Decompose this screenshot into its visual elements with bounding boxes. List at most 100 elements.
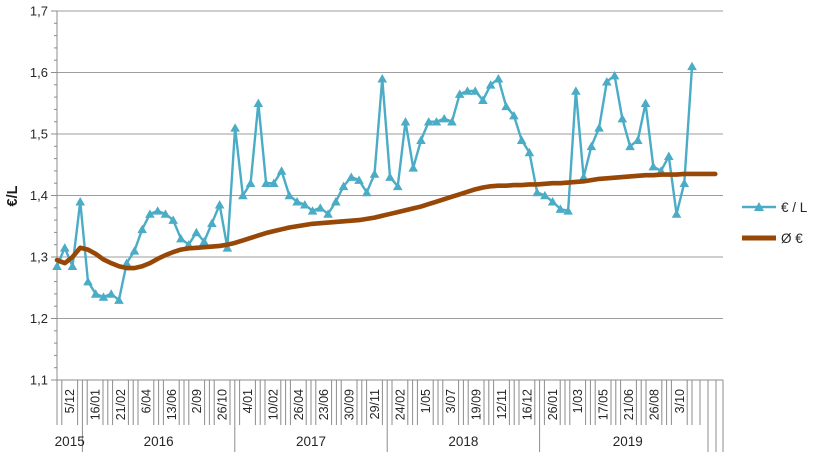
x-tick-label: 13/06 bbox=[165, 389, 179, 420]
legend-item-average: Ø € bbox=[742, 228, 807, 248]
price-series-point bbox=[52, 261, 62, 271]
legend-marker-average-line bbox=[742, 235, 776, 241]
price-series-point bbox=[300, 200, 310, 209]
y-tick-label: 1,6 bbox=[30, 65, 48, 80]
price-series-point bbox=[516, 135, 527, 144]
price-series-point bbox=[106, 289, 117, 298]
price-series-point bbox=[284, 190, 295, 200]
price-series-point bbox=[207, 218, 217, 227]
price-series-point bbox=[238, 190, 248, 200]
price-series-point bbox=[671, 209, 682, 218]
x-tick-label: 1/03 bbox=[571, 389, 585, 413]
year-label: 2019 bbox=[613, 434, 643, 449]
x-tick-label: 12/11 bbox=[495, 389, 509, 419]
price-series-point bbox=[633, 135, 643, 144]
price-series-point bbox=[59, 243, 70, 252]
price-series-point bbox=[586, 141, 597, 151]
price-series-point bbox=[152, 206, 163, 215]
legend-label-average: Ø € bbox=[781, 230, 803, 246]
chart-legend: € / L Ø € bbox=[742, 197, 807, 248]
axis-labels: 1,1 1,2 1,3 1,4 1,5 1,6 1,7 5/12 16/01 21/02 6/04 1… bbox=[30, 4, 687, 450]
year-label: 2015 bbox=[55, 434, 85, 449]
x-tick-label: 4/01 bbox=[241, 389, 255, 413]
legend-marker-price-line bbox=[742, 202, 776, 211]
price-series-point bbox=[416, 135, 426, 144]
x-tick-label: 26/01 bbox=[546, 389, 560, 420]
price-series-point bbox=[594, 123, 604, 132]
x-tick-label: 30/09 bbox=[343, 389, 357, 420]
price-series-point bbox=[447, 117, 457, 126]
average-series-line bbox=[54, 171, 718, 271]
price-series-point bbox=[640, 98, 651, 108]
price-series-point bbox=[485, 80, 496, 89]
price-series-point bbox=[276, 166, 287, 175]
price-series-point bbox=[563, 206, 573, 215]
price-series-point bbox=[137, 224, 147, 234]
x-tick-label: 1/05 bbox=[419, 389, 433, 413]
price-series-point bbox=[338, 181, 349, 191]
x-tick-label: 26/08 bbox=[647, 389, 661, 420]
price-series-point bbox=[571, 86, 581, 95]
price-series-point bbox=[547, 197, 558, 206]
price-series-point bbox=[509, 110, 519, 120]
year-label: 2016 bbox=[144, 434, 174, 449]
price-series-point bbox=[354, 175, 364, 184]
price-series-point bbox=[98, 292, 109, 301]
x-tick-label: 3/07 bbox=[444, 389, 458, 413]
price-series-point bbox=[648, 161, 659, 171]
x-tick-label: 5/12 bbox=[63, 389, 77, 413]
legend-item-price: € / L bbox=[742, 197, 807, 217]
price-series-point bbox=[307, 206, 318, 215]
price-series-point bbox=[121, 258, 132, 267]
price-series-point bbox=[679, 178, 690, 187]
year-label: 2018 bbox=[448, 434, 478, 449]
price-series-point bbox=[67, 261, 78, 271]
y-tick-label: 1,2 bbox=[30, 311, 48, 326]
price-series-point bbox=[462, 86, 473, 95]
price-series-point bbox=[392, 181, 403, 191]
price-series-point bbox=[454, 89, 465, 98]
price-series-point bbox=[493, 74, 504, 83]
year-label: 2017 bbox=[296, 434, 326, 449]
price-series-point bbox=[625, 141, 635, 151]
price-series-point bbox=[269, 178, 279, 187]
x-tick-label: 2/09 bbox=[190, 389, 204, 413]
price-series-point bbox=[369, 169, 380, 178]
x-tick-label: 26/04 bbox=[292, 389, 306, 420]
y-tick-label: 1,4 bbox=[30, 188, 48, 203]
axes bbox=[51, 10, 724, 452]
price-series-point bbox=[145, 209, 155, 218]
price-series-point bbox=[532, 187, 542, 197]
price-series-point bbox=[292, 197, 302, 206]
y-tick-label: 1,3 bbox=[30, 250, 48, 265]
x-tick-label: 24/02 bbox=[393, 389, 407, 420]
x-tick-label: 6/04 bbox=[139, 389, 153, 413]
price-series-point bbox=[540, 190, 550, 200]
triangle-marker-icon bbox=[754, 202, 764, 211]
x-tick-label: 26/10 bbox=[216, 389, 230, 420]
x-tick-label: 23/06 bbox=[317, 389, 331, 420]
price-series-point bbox=[400, 117, 411, 126]
price-series-point bbox=[377, 74, 388, 83]
price-series-point bbox=[617, 114, 628, 123]
price-series-point bbox=[346, 172, 357, 181]
series-lines bbox=[52, 61, 718, 304]
price-series-point bbox=[687, 61, 697, 71]
price-series-point bbox=[663, 151, 674, 160]
price-series-point bbox=[83, 277, 93, 286]
price-series-point bbox=[315, 203, 326, 212]
price-series-point bbox=[222, 243, 233, 252]
price-series-point bbox=[478, 95, 488, 104]
y-tick-label: 1,1 bbox=[30, 373, 48, 388]
price-series-point bbox=[555, 204, 566, 213]
legend-label-price: € / L bbox=[781, 199, 808, 215]
price-series-point bbox=[90, 289, 101, 298]
price-series-point bbox=[330, 197, 341, 206]
gridlines bbox=[57, 10, 723, 319]
price-series-point bbox=[191, 227, 202, 237]
x-tick-label: 21/02 bbox=[114, 389, 128, 420]
price-series-point bbox=[408, 163, 419, 172]
y-tick-label: 1,7 bbox=[30, 4, 48, 19]
